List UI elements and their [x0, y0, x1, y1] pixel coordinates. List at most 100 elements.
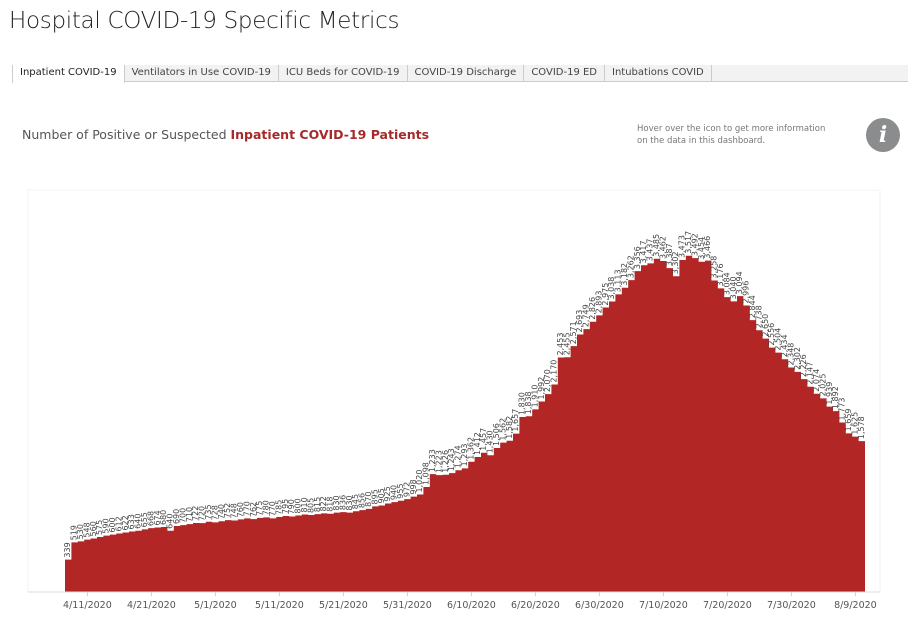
x-tick-label: 5/11/2020 — [255, 600, 304, 611]
subtitle-prefix: Number of Positive or Suspected — [22, 127, 231, 142]
data-label: 780 — [262, 500, 271, 515]
data-label: 2,453 — [556, 333, 565, 356]
data-label: 836 — [338, 495, 347, 510]
data-label: 1,223 — [434, 450, 443, 473]
data-label: 3,517 — [684, 231, 693, 254]
tab-discharge[interactable]: COVID-19 Discharge — [408, 65, 525, 81]
page-title: Hospital COVID-19 Specific Metrics — [9, 8, 400, 34]
data-label: 3,356 — [633, 246, 642, 269]
data-label: 1,578 — [857, 416, 866, 439]
data-label: 1,625 — [850, 412, 859, 435]
data-label: 2,996 — [742, 281, 751, 304]
data-label: 1,910 — [530, 384, 539, 407]
data-label: 2,504 — [774, 328, 783, 351]
data-label: 3,454 — [697, 237, 706, 260]
data-label: 600 — [108, 517, 117, 532]
data-label: 1,098 — [422, 462, 431, 485]
hover-hint: Hover over the icon to get more informat… — [637, 124, 826, 146]
data-label: 612 — [114, 516, 123, 531]
data-label: 752 — [223, 503, 232, 518]
data-label: 622 — [121, 515, 130, 530]
data-label: 3,302 — [671, 251, 680, 274]
data-label: 3,040 — [729, 276, 738, 299]
data-label: 925 — [383, 486, 392, 501]
data-label: 3,094 — [735, 271, 744, 294]
data-label: 3,038 — [607, 277, 616, 300]
data-label: 2,749 — [582, 304, 591, 327]
data-label: 680 — [159, 510, 168, 525]
data-label: 2,844 — [748, 295, 757, 318]
data-label: 2,893 — [594, 290, 603, 313]
data-label: 722 — [191, 506, 200, 521]
tab-intubations[interactable]: Intubations COVID — [605, 65, 712, 81]
data-label: 720 — [198, 506, 207, 521]
data-label: 805 — [306, 498, 315, 513]
data-label: 905 — [377, 488, 386, 503]
data-label: 760 — [236, 502, 245, 517]
data-label: 668 — [146, 511, 155, 526]
data-label: 1,992 — [537, 377, 546, 400]
data-label: 3,492 — [690, 233, 699, 256]
data-label: 710 — [185, 507, 194, 522]
data-label: 940 — [390, 485, 399, 500]
data-label: 2,170 — [550, 360, 559, 383]
data-label: 830 — [345, 495, 354, 510]
data-label: 1,659 — [844, 408, 853, 431]
data-label: 790 — [287, 499, 296, 514]
data-label: 3,417 — [639, 240, 648, 263]
info-icon[interactable]: i — [866, 118, 900, 152]
tab-ed[interactable]: COVID-19 ED — [524, 65, 606, 81]
data-label: 519 — [70, 525, 79, 540]
data-label: 785 — [274, 500, 283, 515]
data-label: 895 — [370, 489, 379, 504]
data-label: 339 — [63, 542, 72, 557]
x-tick-label: 6/10/2020 — [447, 600, 496, 611]
data-label: 3,258 — [710, 256, 719, 279]
data-label: 1,506 — [492, 423, 501, 446]
tab-ventilators[interactable]: Ventilators in Use COVID-19 — [125, 65, 279, 81]
data-label: 870 — [364, 492, 373, 507]
data-label: 3,084 — [722, 272, 731, 295]
data-label: 2,025 — [818, 373, 827, 396]
data-label: 1,233 — [428, 449, 437, 472]
data-label: 740 — [217, 504, 226, 519]
data-label: 830 — [332, 495, 341, 510]
data-label: 1,226 — [441, 450, 450, 473]
data-label: 1,838 — [524, 391, 533, 414]
data-label: 822 — [319, 496, 328, 511]
x-tick-label: 5/1/2020 — [194, 600, 237, 611]
data-label: 590 — [102, 518, 111, 533]
data-label: 2,650 — [761, 314, 770, 337]
data-label: 548 — [82, 522, 91, 537]
x-tick-label: 6/30/2020 — [575, 600, 624, 611]
data-label: 2,975 — [601, 283, 610, 306]
x-tick-label: 8/9/2020 — [834, 600, 877, 611]
data-label: 998 — [409, 479, 418, 494]
area-series — [65, 255, 865, 593]
tab-bar: Inpatient COVID-19 Ventilators in Use CO… — [12, 65, 908, 83]
data-label: 2,571 — [569, 321, 578, 344]
data-label: 1,830 — [518, 392, 527, 415]
data-label: 775 — [255, 501, 264, 516]
x-tick-label: 5/31/2020 — [383, 600, 432, 611]
data-label: 560 — [89, 521, 98, 536]
data-label: 2,826 — [588, 297, 597, 320]
data-label: 690 — [172, 509, 181, 524]
data-label: 2,074 — [812, 369, 821, 392]
data-label: 818 — [326, 497, 335, 512]
tab-inpatient-covid[interactable]: Inpatient COVID-19 — [12, 65, 125, 83]
x-tick-label: 6/20/2020 — [511, 600, 560, 611]
data-label: 575 — [95, 520, 104, 535]
data-label: 2,556 — [767, 323, 776, 346]
data-label: 1,562 — [498, 418, 507, 441]
data-label: 2,348 — [786, 343, 795, 366]
data-label: 955 — [396, 483, 405, 498]
data-label: 1,243 — [447, 448, 456, 471]
data-label: 1,362 — [466, 437, 475, 460]
data-label: 1,892 — [831, 386, 840, 409]
data-label: 1,582 — [505, 416, 514, 439]
data-label: 845 — [351, 494, 360, 509]
tab-icu-beds[interactable]: ICU Beds for COVID-19 — [279, 65, 408, 81]
data-label: 800 — [294, 498, 303, 513]
